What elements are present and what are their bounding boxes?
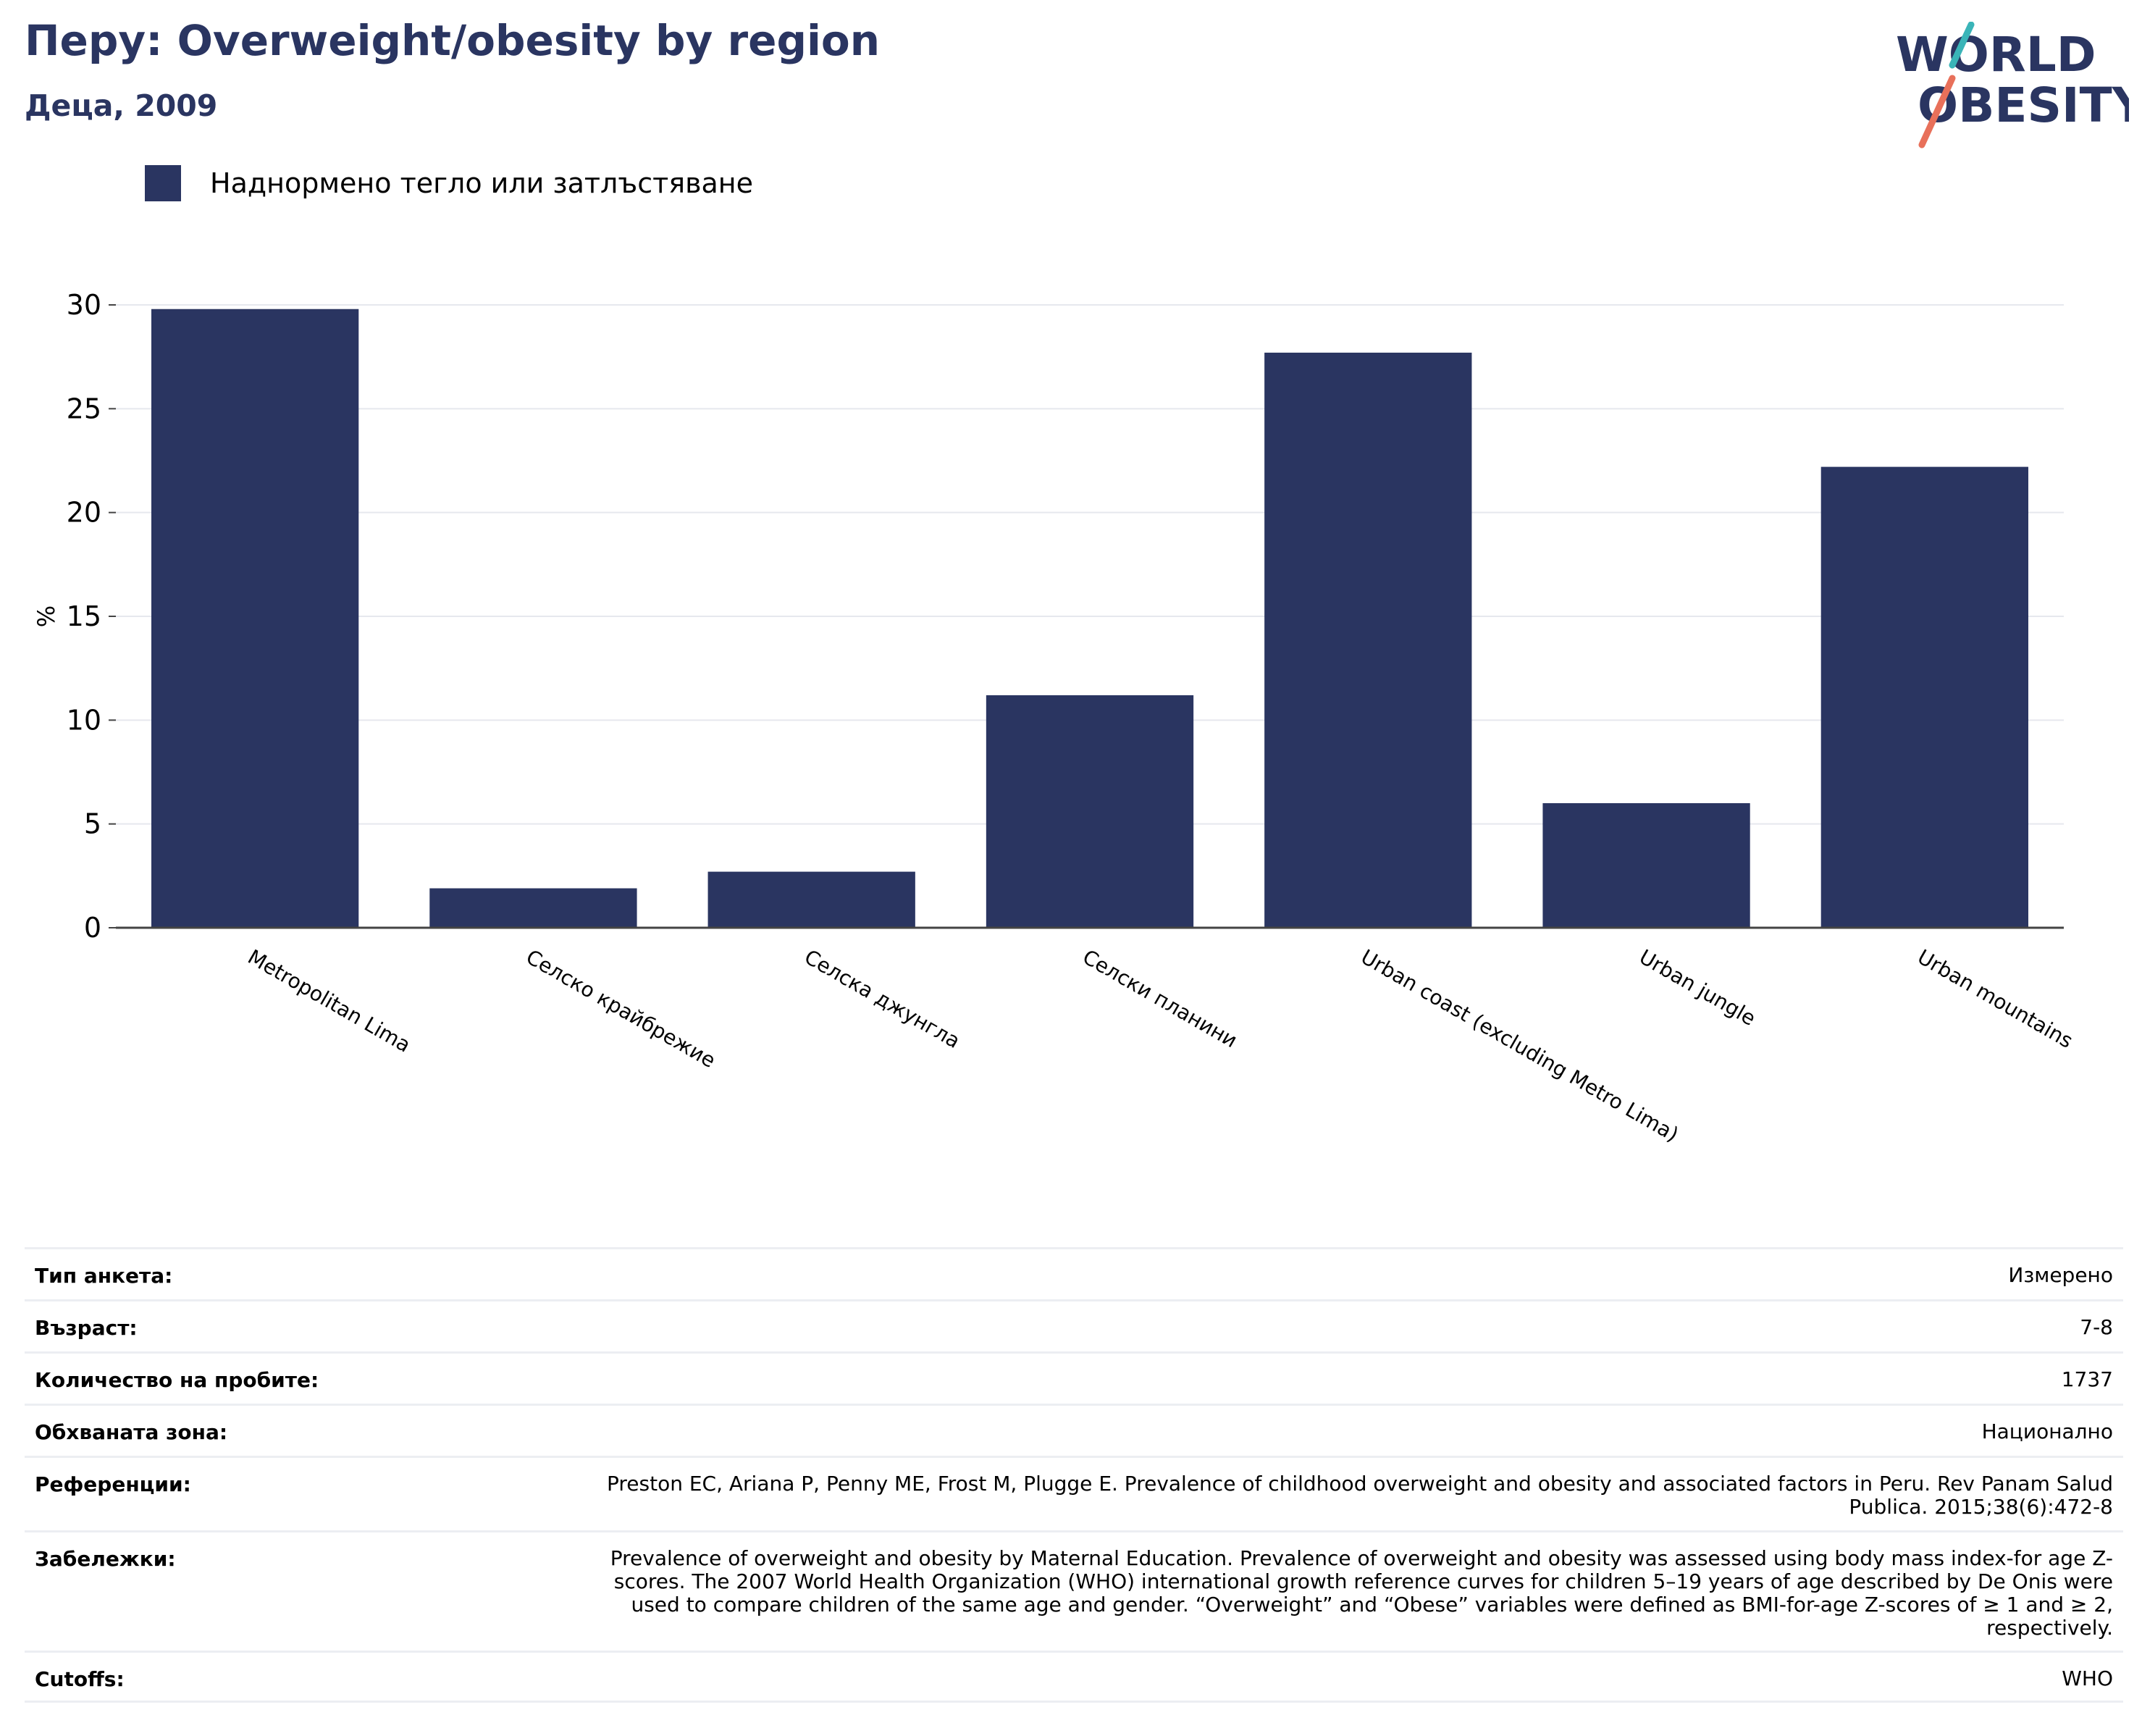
- logo-slash-coral: [1918, 75, 1956, 148]
- chart-subtitle: Деца, 2009: [25, 88, 218, 123]
- legend-label: Наднормено тегло или затлъстяване: [210, 167, 753, 199]
- y-axis: 0 5 10 15 20 25 30: [67, 289, 116, 944]
- info-label: Забележки:: [35, 1547, 176, 1571]
- info-value: 1737: [2061, 1367, 2113, 1391]
- info-label: Обхваната зона:: [35, 1420, 228, 1444]
- info-label: Cutoffs:: [35, 1667, 125, 1691]
- x-tick-label: Селска джунгла: [800, 944, 964, 1053]
- info-value: Измерено: [2008, 1263, 2113, 1287]
- bar[interactable]: [1820, 466, 2029, 928]
- x-axis: Metropolitan Lima Селско крайбрежие Селска…: [116, 926, 2077, 1146]
- info-label: Възраст:: [35, 1316, 138, 1340]
- bar[interactable]: [707, 871, 915, 928]
- y-tick-label: 15: [67, 600, 101, 632]
- x-tick-label: Urban jungle: [1635, 944, 1760, 1030]
- info-row: Обхваната зона: Национално: [25, 1404, 2123, 1456]
- bar-chart: 0 5 10 15 20 25 30 Metropolitan Lima Селско кра…: [33, 289, 2077, 1146]
- x-tick-label: Urban mountains: [1913, 944, 2077, 1052]
- x-tick-label: Metropolitan Lima: [244, 944, 415, 1057]
- bars: [151, 309, 2029, 928]
- bar[interactable]: [151, 309, 359, 928]
- x-tick-label: Селски планини: [1079, 944, 1242, 1052]
- info-row: Забележки: Prevalence of overweight and o…: [25, 1530, 2123, 1651]
- logo-line2: OBESITY: [1918, 77, 2129, 133]
- info-row: Възраст: 7-8: [25, 1299, 2123, 1351]
- y-axis-label: %: [33, 605, 60, 627]
- info-row: Тип анкета: Измерено: [25, 1247, 2123, 1299]
- legend: Наднормено тегло или затлъстяване: [145, 165, 753, 201]
- info-value: Национално: [1981, 1420, 2113, 1443]
- y-tick-label: 5: [84, 808, 101, 840]
- y-tick-label: 0: [84, 912, 101, 944]
- x-tick-label: Селско крайбрежие: [522, 944, 720, 1073]
- logo-line1: WORLD: [1896, 27, 2096, 83]
- legend-swatch: [145, 165, 181, 201]
- x-tick-label: Urban coast (excluding Metro Lima): [1357, 944, 1683, 1146]
- bar[interactable]: [1264, 352, 1472, 928]
- bar[interactable]: [1542, 803, 1750, 928]
- info-label: Количество на пробите:: [35, 1368, 319, 1392]
- info-value: WHO: [2062, 1666, 2113, 1690]
- info-row: Референции: Preston EC, Ariana P, Penny M…: [25, 1456, 2123, 1530]
- bar[interactable]: [429, 888, 637, 928]
- info-value: Preston EC, Ariana P, Penny ME, Frost M,…: [606, 1472, 2113, 1519]
- info-row: Количество на пробите: 1737: [25, 1351, 2123, 1404]
- y-tick-label: 25: [67, 393, 101, 424]
- chart-title: Перу: Overweight/obesity by region: [25, 16, 880, 65]
- info-label: Тип анкета:: [35, 1264, 173, 1288]
- y-tick-label: 30: [67, 289, 101, 321]
- bar[interactable]: [986, 695, 1194, 928]
- y-tick-label: 10: [67, 704, 101, 736]
- info-value: 7-8: [2080, 1315, 2113, 1339]
- world-obesity-logo: WORLD OBESITY: [1896, 22, 2129, 148]
- info-row: Cutoffs: WHO: [25, 1651, 2123, 1703]
- logo-slash-teal: [1949, 22, 1975, 69]
- info-label: Референции:: [35, 1472, 191, 1496]
- info-table: Тип анкета: Измерено Възраст: 7-8 Количество…: [25, 1247, 2123, 1703]
- y-tick-label: 20: [67, 497, 101, 529]
- info-value: Prevalence of overweight and obesity by …: [610, 1546, 2113, 1640]
